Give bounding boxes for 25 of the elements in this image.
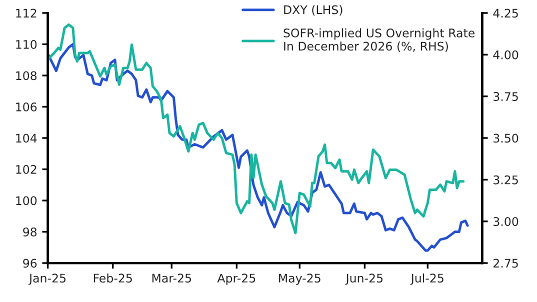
x-tick-label: Jan-25: [28, 274, 66, 285]
y2-tick-label: 2.75: [494, 258, 518, 268]
y-tick-label: 98: [23, 228, 37, 236]
y-tick-label: 100: [16, 196, 37, 206]
y2-tick-label: 4.00: [493, 50, 518, 60]
y-tick-label: 106: [16, 102, 37, 112]
y2-tick-label: 3.50: [494, 134, 518, 143]
y-tick-label: 104: [16, 134, 37, 143]
y2-tick-label: 4.25: [493, 8, 518, 18]
y-tick-label: 102: [16, 164, 36, 174]
legend-label: DXY (LHS): [284, 5, 342, 16]
y-tick-label: 112: [16, 8, 36, 18]
y-tick-label: 110: [16, 40, 37, 49]
x-tick-label: May-25: [279, 274, 320, 285]
y2-tick-label: 3.00: [494, 217, 518, 226]
x-tick-label: Jul-25: [410, 273, 444, 285]
x-tick-label: Apr-25: [217, 274, 256, 285]
x-tick-label: Jun-25: [345, 274, 383, 285]
y2-tick-label: 3.25: [494, 175, 518, 184]
x-tick-label: Mar-25: [152, 274, 191, 283]
y-tick-label: 96: [23, 258, 37, 268]
y2-tick-label: 3.75: [494, 92, 518, 101]
x-tick-label: Feb-25: [94, 273, 132, 283]
y-tick-label: 108: [16, 71, 37, 80]
legend-label: SOFR-implied US Overnight Rate In December 2026 (%, RHS): [284, 28, 475, 52]
